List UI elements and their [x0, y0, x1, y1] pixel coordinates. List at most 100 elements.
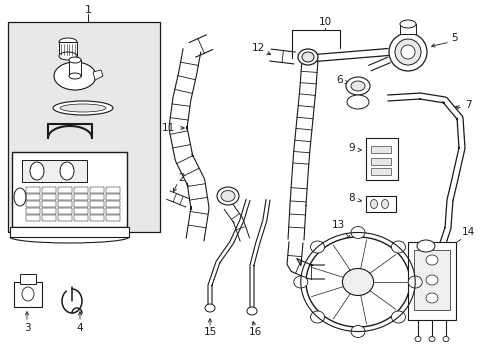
- Bar: [26, 201, 40, 207]
- Bar: [413, 250, 449, 310]
- Bar: [74, 194, 88, 200]
- Ellipse shape: [60, 162, 74, 180]
- Ellipse shape: [350, 81, 364, 91]
- Ellipse shape: [217, 187, 239, 205]
- Bar: [365, 196, 395, 212]
- Bar: [42, 201, 56, 207]
- Bar: [90, 215, 104, 221]
- Ellipse shape: [416, 240, 434, 252]
- Text: 3: 3: [23, 323, 30, 333]
- Ellipse shape: [54, 62, 96, 90]
- Ellipse shape: [407, 276, 421, 288]
- Text: 5: 5: [451, 33, 457, 43]
- Bar: [106, 215, 120, 221]
- Bar: [74, 208, 88, 214]
- Bar: [370, 168, 390, 175]
- Bar: [42, 215, 56, 221]
- Bar: [106, 201, 120, 207]
- Ellipse shape: [391, 241, 405, 253]
- Ellipse shape: [425, 275, 437, 285]
- Bar: [58, 194, 72, 200]
- Text: 14: 14: [461, 227, 474, 237]
- Bar: [12, 152, 127, 227]
- Text: 8: 8: [348, 193, 355, 203]
- Ellipse shape: [400, 45, 414, 59]
- Bar: [90, 194, 104, 200]
- Text: 4: 4: [77, 323, 83, 333]
- Text: 15: 15: [203, 327, 216, 337]
- Ellipse shape: [346, 95, 368, 109]
- Bar: [399, 24, 415, 34]
- Bar: [20, 274, 36, 284]
- Ellipse shape: [391, 311, 405, 323]
- Ellipse shape: [297, 49, 317, 65]
- Ellipse shape: [381, 199, 387, 208]
- Text: 7: 7: [464, 100, 470, 110]
- Bar: [74, 215, 88, 221]
- Ellipse shape: [310, 311, 324, 323]
- Text: 11: 11: [161, 123, 174, 133]
- Bar: [58, 215, 72, 221]
- Bar: [26, 215, 40, 221]
- Ellipse shape: [305, 237, 409, 327]
- Text: 6: 6: [336, 75, 343, 85]
- Ellipse shape: [69, 73, 81, 79]
- Ellipse shape: [14, 188, 26, 206]
- Ellipse shape: [302, 52, 313, 62]
- Bar: [90, 187, 104, 193]
- Ellipse shape: [53, 101, 113, 115]
- Bar: [69, 60, 81, 76]
- Bar: [8, 22, 160, 232]
- Ellipse shape: [388, 33, 426, 71]
- Text: 10: 10: [318, 17, 331, 27]
- Bar: [22, 160, 87, 182]
- Polygon shape: [93, 70, 103, 80]
- Bar: [26, 187, 40, 193]
- Bar: [14, 282, 42, 307]
- Bar: [42, 187, 56, 193]
- Bar: [26, 208, 40, 214]
- Text: 13: 13: [331, 220, 344, 230]
- Bar: [407, 242, 455, 320]
- Ellipse shape: [246, 307, 257, 315]
- Ellipse shape: [399, 20, 415, 28]
- Bar: [365, 138, 397, 180]
- Bar: [58, 187, 72, 193]
- Bar: [90, 208, 104, 214]
- Text: 12: 12: [251, 43, 264, 53]
- Ellipse shape: [69, 57, 81, 63]
- Ellipse shape: [60, 104, 106, 112]
- Ellipse shape: [59, 38, 77, 46]
- Bar: [59, 42, 77, 56]
- Ellipse shape: [22, 287, 34, 301]
- Ellipse shape: [442, 337, 448, 342]
- Bar: [370, 146, 390, 153]
- Ellipse shape: [310, 241, 324, 253]
- Ellipse shape: [293, 276, 307, 288]
- Ellipse shape: [350, 325, 364, 338]
- Bar: [106, 208, 120, 214]
- Ellipse shape: [204, 304, 215, 312]
- Bar: [58, 201, 72, 207]
- Text: 9: 9: [348, 143, 355, 153]
- Ellipse shape: [221, 190, 235, 202]
- Bar: [42, 194, 56, 200]
- Bar: [106, 187, 120, 193]
- Bar: [10, 227, 129, 237]
- Bar: [90, 201, 104, 207]
- Bar: [74, 187, 88, 193]
- Bar: [370, 158, 390, 165]
- Ellipse shape: [428, 337, 434, 342]
- Ellipse shape: [346, 77, 369, 95]
- Ellipse shape: [342, 269, 373, 296]
- Text: 2: 2: [178, 173, 185, 183]
- Bar: [106, 194, 120, 200]
- Ellipse shape: [350, 226, 364, 239]
- Bar: [74, 201, 88, 207]
- Ellipse shape: [30, 162, 44, 180]
- Text: 16: 16: [248, 327, 261, 337]
- Ellipse shape: [414, 337, 420, 342]
- Text: 1: 1: [84, 5, 91, 15]
- Bar: [26, 194, 40, 200]
- Ellipse shape: [425, 255, 437, 265]
